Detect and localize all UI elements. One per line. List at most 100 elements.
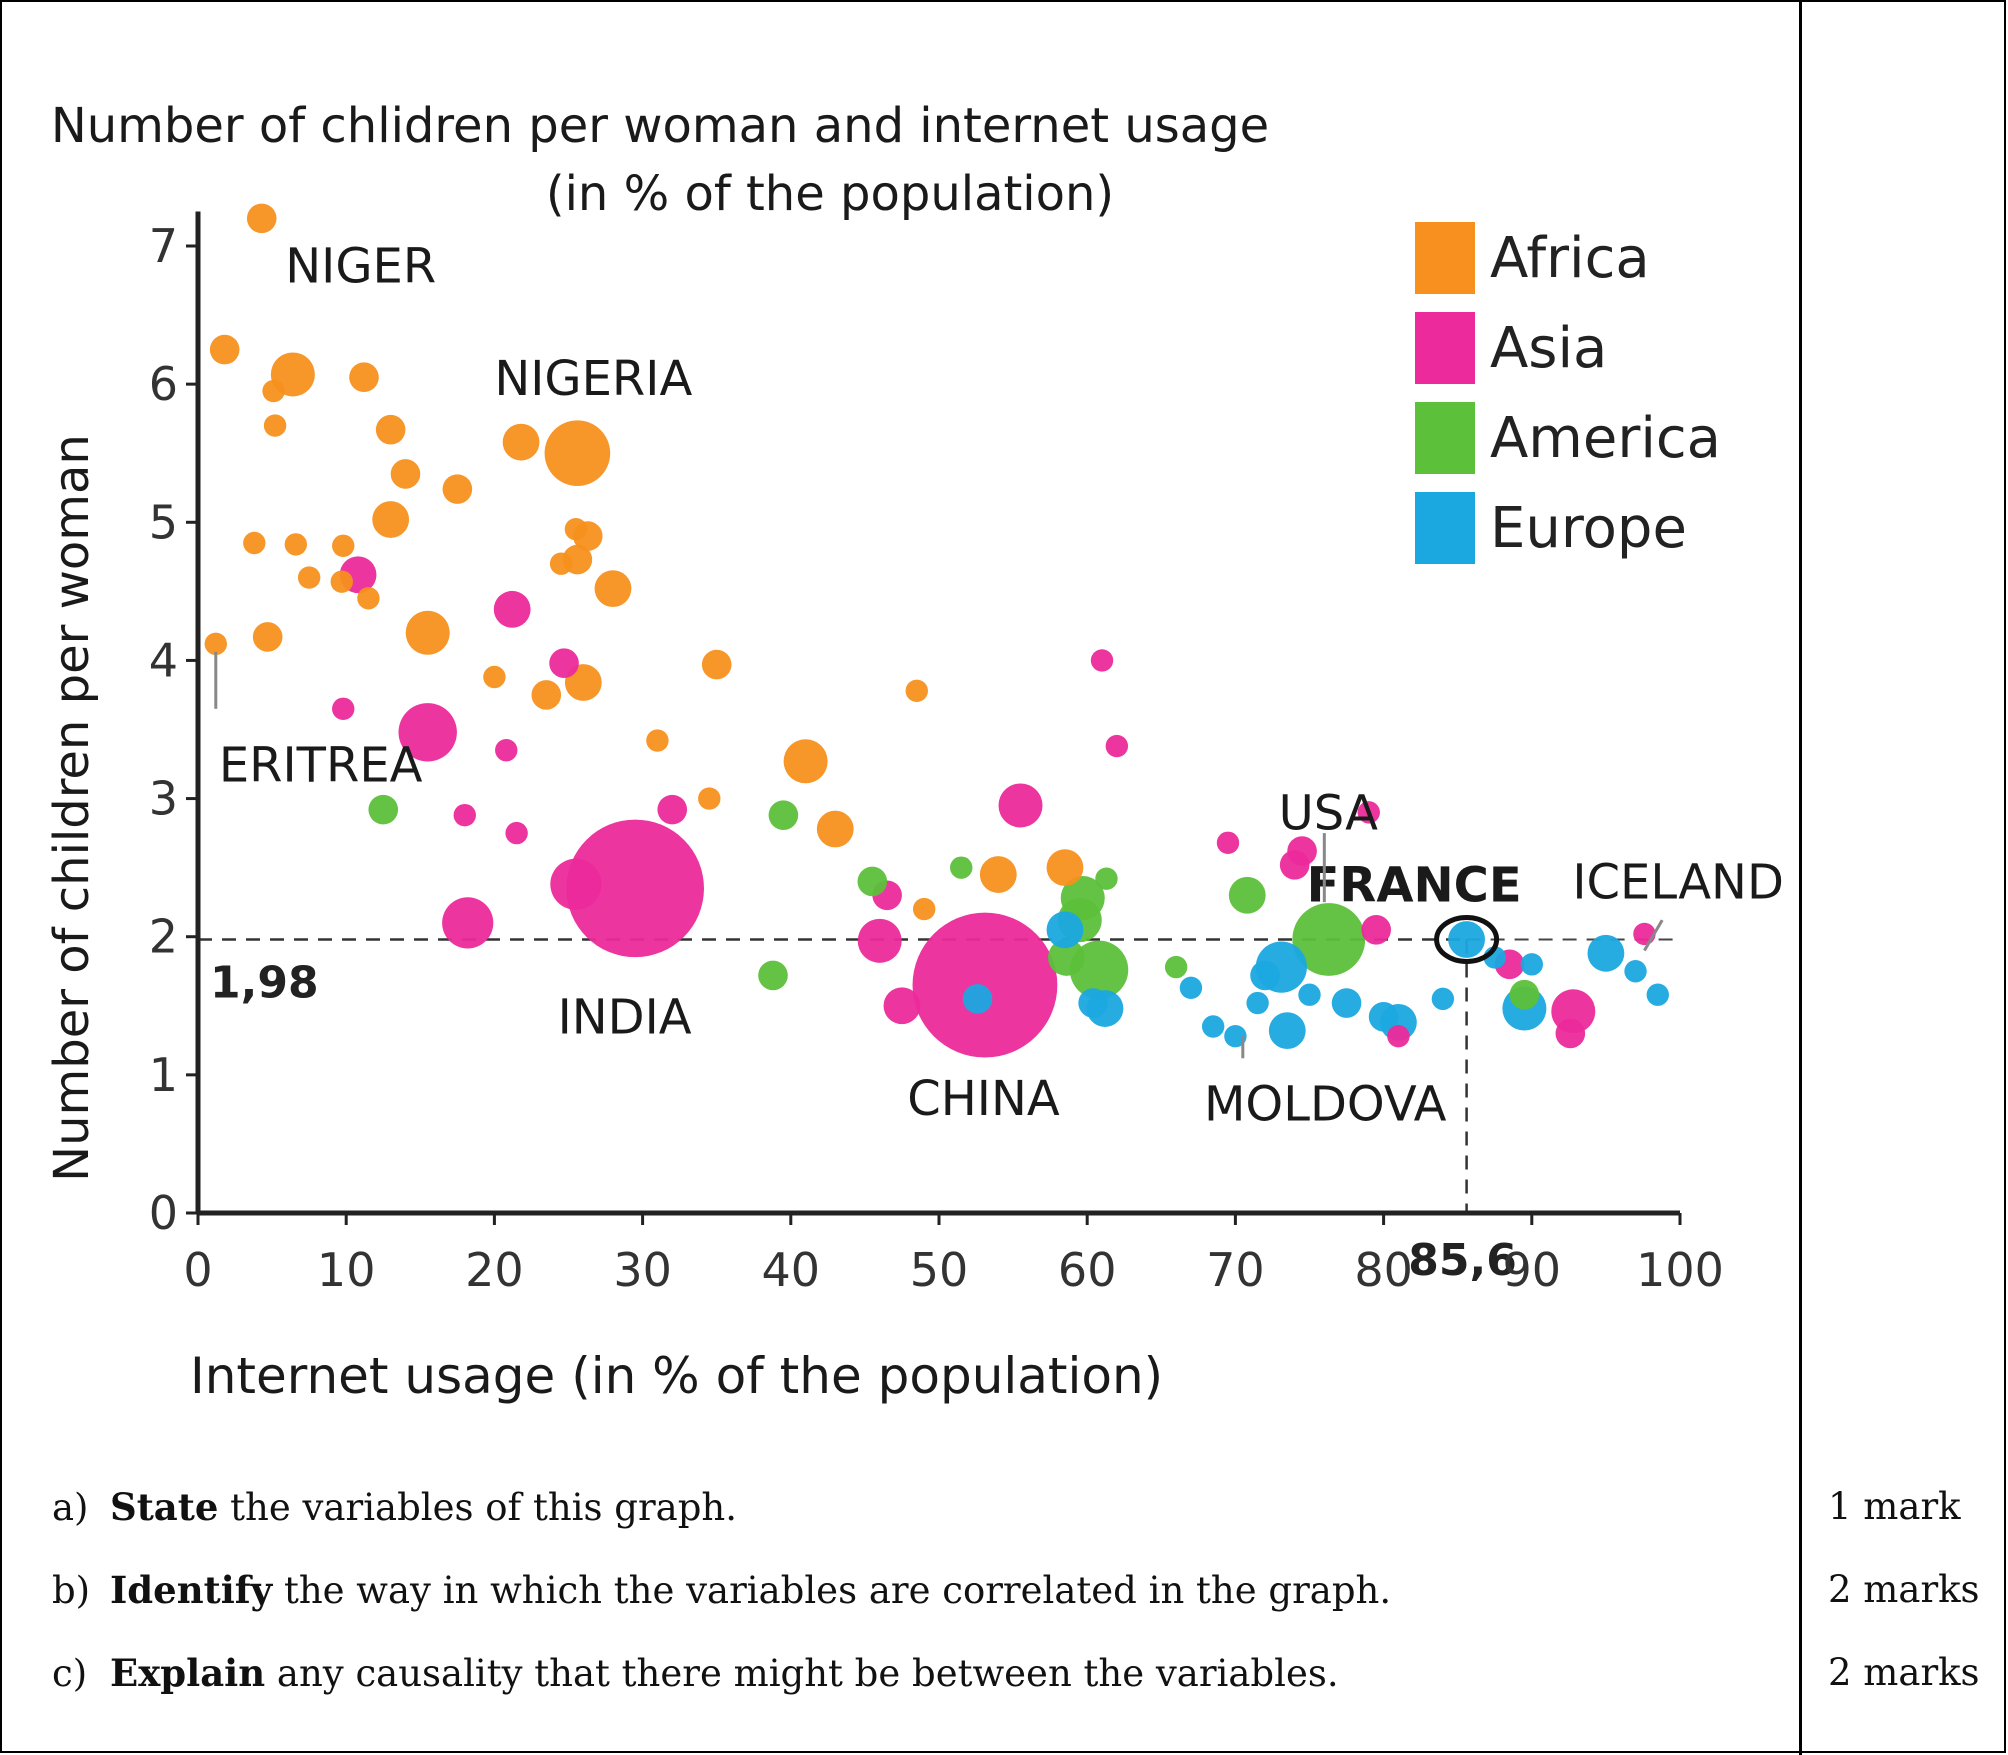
reference-lines: 1,98 85,6 [198, 938, 1680, 1286]
data-point-africa [284, 533, 308, 556]
data-point-africa [698, 787, 721, 810]
y-tick-labels: 0 1 2 3 4 5 6 7 [149, 219, 198, 1240]
data-point-africa [204, 632, 227, 656]
y-tick-label: 7 [149, 219, 178, 273]
country-label-china: CHINA [907, 1071, 1060, 1127]
x-tick-label: 20 [465, 1243, 524, 1297]
data-point-africa [531, 680, 562, 710]
marks-a: 1 mark [1828, 1485, 1961, 1528]
question-b-verb: Identify [110, 1568, 273, 1612]
data-point-europe [1520, 953, 1544, 976]
data-point-africa [297, 566, 321, 589]
data-point-asia [1090, 649, 1114, 672]
question-a: a) State the variables of this graph. [52, 1485, 737, 1529]
data-point-asia [442, 897, 494, 949]
data-point-europe [1224, 1024, 1247, 1048]
data-point-africa [405, 610, 450, 655]
country-label-niger: NIGER [285, 238, 436, 294]
data-point-africa [912, 897, 936, 921]
country-label-india: INDIA [558, 989, 692, 1045]
data-point-africa [332, 534, 355, 557]
y-tick-label: 1 [149, 1048, 178, 1102]
y-tick-label: 4 [149, 633, 178, 687]
data-point-africa [1046, 849, 1084, 887]
data-point-africa [544, 420, 611, 487]
data-point-asia [549, 648, 579, 678]
data-point-africa [816, 810, 854, 848]
country-label-france: FRANCE [1307, 857, 1522, 913]
data-point-europe [1624, 960, 1647, 983]
data-point-america [1095, 867, 1118, 890]
legend-label-asia: Asia [1490, 316, 1607, 381]
data-point-america [950, 856, 973, 879]
reference-x-label: 85,6 [1408, 1235, 1517, 1286]
data-point-america [1164, 955, 1188, 979]
data-point-europe [1179, 976, 1203, 1000]
data-point-asia [332, 697, 355, 720]
data-point-asia [1387, 1024, 1410, 1048]
data-point-africa [646, 729, 669, 752]
x-tick-label: 90 [1503, 1243, 1562, 1297]
data-point-asia [1216, 831, 1240, 854]
legend: Africa Asia America Europe [1415, 222, 1721, 564]
data-point-asia [1361, 915, 1391, 945]
question-b-label: b) [52, 1569, 91, 1612]
x-axis-label: Internet usage (in % of the population) [190, 1347, 1163, 1405]
data-point-africa [783, 739, 828, 784]
data-point-asia [398, 703, 457, 762]
data-point-europe [1448, 921, 1485, 958]
x-tick-label: 30 [613, 1243, 672, 1297]
data-point-africa [349, 362, 379, 393]
legend-label-europe: Europe [1490, 496, 1687, 561]
x-tick-label: 40 [762, 1243, 821, 1297]
data-point-africa [502, 423, 540, 461]
x-tick-label: 100 [1636, 1243, 1724, 1297]
question-a-text: the variables of this graph. [218, 1486, 737, 1529]
marks-c: 2 marks [1828, 1651, 1980, 1694]
y-tick-label: 3 [149, 772, 178, 826]
data-point-africa [263, 414, 287, 437]
legend-swatch-europe [1415, 492, 1475, 564]
question-c-verb: Explain [110, 1651, 266, 1695]
france-highlight-ring [1434, 914, 1500, 964]
data-point-america [368, 794, 399, 825]
data-point-asia [550, 858, 602, 910]
data-points [204, 203, 1669, 1058]
iceland-leader-line [1643, 919, 1664, 952]
question-b: b) Identify the way in which the variable… [52, 1568, 1391, 1612]
marks-b: 2 marks [1828, 1568, 1980, 1611]
data-point-america [1228, 876, 1266, 914]
legend-swatch-africa [1415, 222, 1475, 294]
country-label-eritrea: ERITREA [219, 738, 423, 794]
data-point-africa [357, 587, 380, 610]
question-c-label: c) [52, 1652, 88, 1695]
question-a-verb: State [110, 1485, 219, 1529]
country-label-nigeria: NIGERIA [494, 351, 692, 407]
reference-y-label: 1,98 [210, 957, 319, 1008]
data-point-asia [453, 803, 476, 827]
country-labels: NIGER NIGERIA ERITREA INDIA CHINA USA MOLDOVA F… [214, 238, 1784, 1132]
data-point-europe [1368, 1002, 1399, 1032]
data-point-africa [549, 552, 573, 575]
data-point-europe [1587, 934, 1625, 972]
y-tick-label: 6 [149, 357, 178, 411]
x-tick-labels: 0 10 20 30 40 50 60 70 80 90 100 [183, 1213, 1724, 1297]
data-point-africa [246, 203, 277, 234]
data-point-europe [1046, 911, 1084, 949]
data-point-america [857, 866, 888, 897]
data-point-europe [1201, 1015, 1225, 1038]
country-label-moldova: MOLDOVA [1204, 1076, 1447, 1132]
y-tick-label: 2 [149, 910, 178, 964]
data-point-asia [1633, 922, 1656, 946]
data-point-america [758, 960, 788, 991]
data-point-europe [1250, 960, 1280, 991]
data-point-america [1048, 939, 1085, 976]
data-point-africa [209, 334, 240, 365]
chart-title-line1: Number of chlidren per woman and interne… [51, 98, 1269, 154]
data-point-africa [905, 679, 928, 703]
question-b-text: the way in which the variables are corre… [272, 1569, 1392, 1612]
data-point-asia [657, 794, 688, 825]
x-tick-label: 80 [1354, 1243, 1413, 1297]
y-tick-label: 5 [149, 495, 178, 549]
